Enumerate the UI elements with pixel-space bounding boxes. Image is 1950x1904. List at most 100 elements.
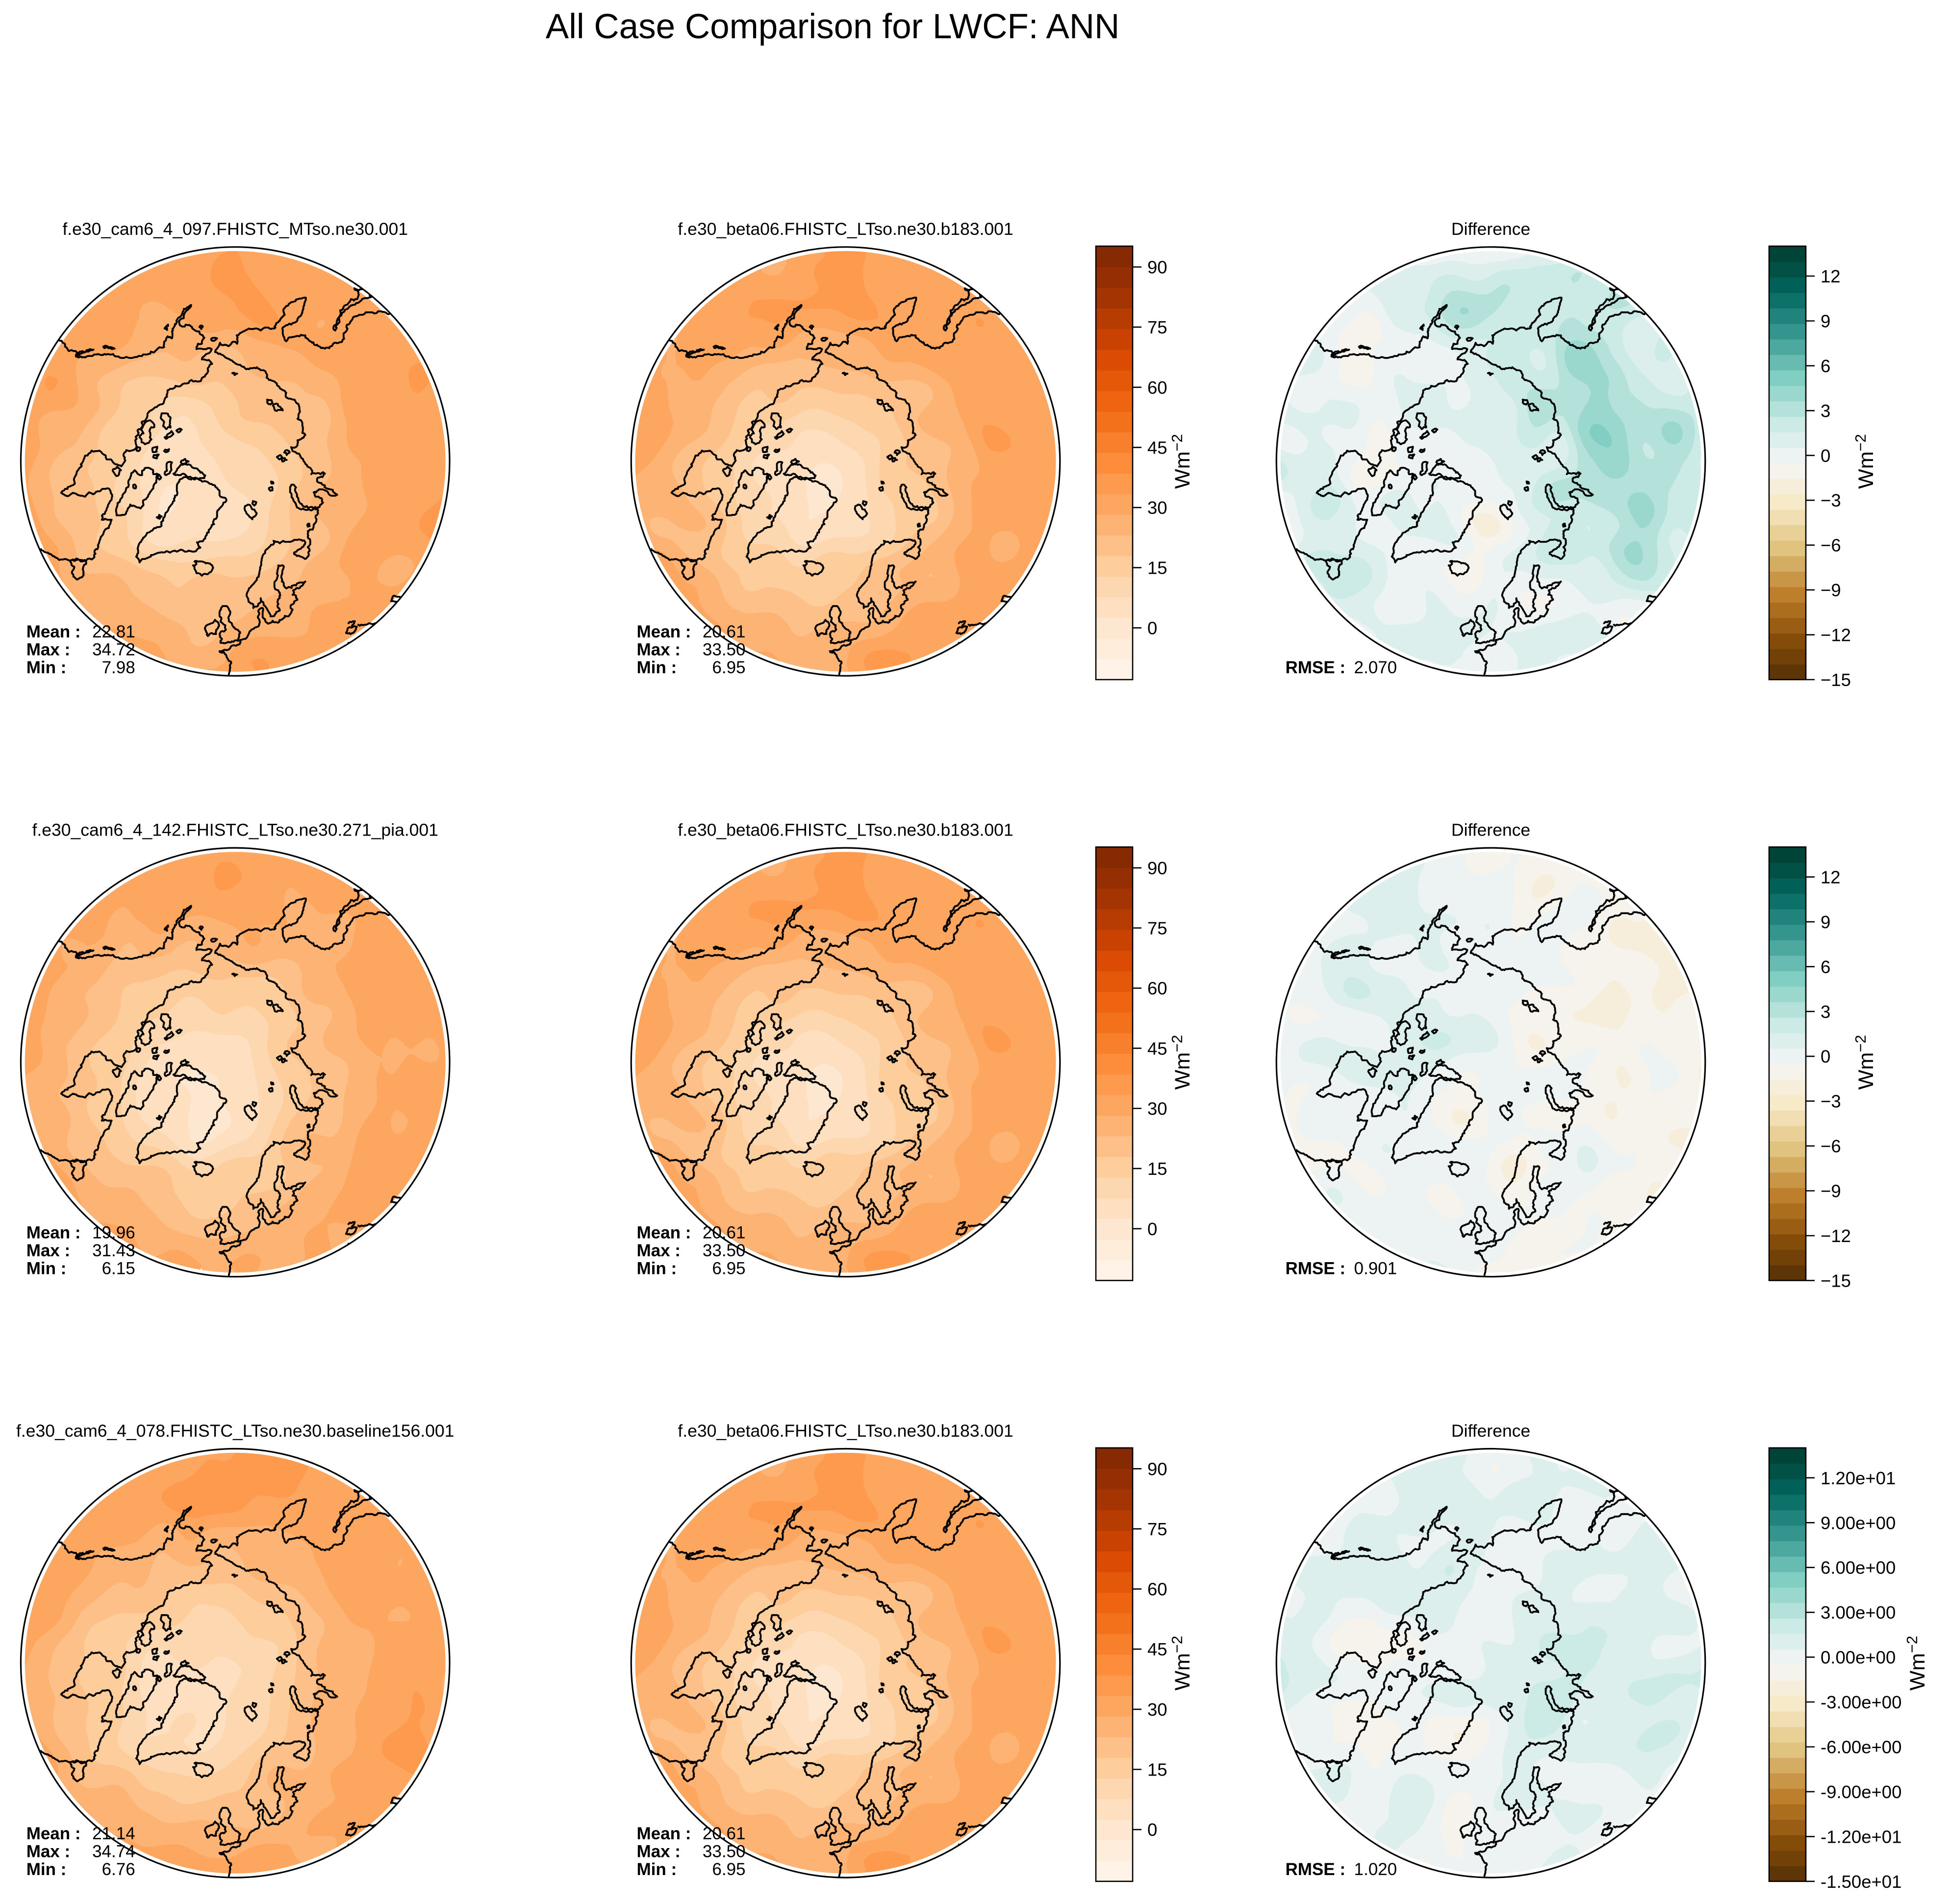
svg-text:All Case Comparison for LWCF:: All Case Comparison for LWCF: ANN <box>546 7 1120 46</box>
svg-text:-3.00e+00: -3.00e+00 <box>1821 1692 1901 1712</box>
svg-text:1.20e+01: 1.20e+01 <box>1821 1468 1896 1488</box>
svg-text:34.72: 34.72 <box>92 640 135 660</box>
svg-text:12: 12 <box>1821 867 1841 887</box>
svg-text:−12: −12 <box>1821 625 1851 645</box>
svg-text:f.e30_cam6_4_142.FHISTC_LTso.n: f.e30_cam6_4_142.FHISTC_LTso.ne30.271_pi… <box>32 820 438 839</box>
svg-text:3: 3 <box>1821 401 1830 421</box>
svg-text:Max :: Max : <box>637 1842 681 1861</box>
svg-text:RMSE :: RMSE : <box>1286 1259 1346 1278</box>
svg-text:−3: −3 <box>1821 490 1841 510</box>
svg-text:Max :: Max : <box>26 1842 70 1861</box>
svg-text:-1.50e+01: -1.50e+01 <box>1821 1872 1901 1892</box>
svg-text:Max :: Max : <box>26 1241 70 1260</box>
svg-text:-9.00e+00: -9.00e+00 <box>1821 1782 1901 1802</box>
svg-text:−3: −3 <box>1821 1092 1841 1112</box>
svg-text:7.98: 7.98 <box>102 658 135 677</box>
svg-text:20.61: 20.61 <box>703 1223 746 1242</box>
svg-text:33.50: 33.50 <box>703 1241 746 1260</box>
svg-text:2.070: 2.070 <box>1354 658 1397 677</box>
svg-text:15: 15 <box>1147 1159 1167 1179</box>
svg-text:Mean :: Mean : <box>637 622 691 641</box>
svg-text:30: 30 <box>1147 498 1167 518</box>
svg-text:60: 60 <box>1147 978 1167 998</box>
svg-text:−9: −9 <box>1821 580 1841 600</box>
svg-text:Mean :: Mean : <box>26 1824 81 1843</box>
svg-text:20.61: 20.61 <box>703 1824 746 1843</box>
svg-text:22.81: 22.81 <box>92 622 135 641</box>
svg-text:-6.00e+00: -6.00e+00 <box>1821 1737 1901 1757</box>
svg-text:75: 75 <box>1147 1519 1167 1539</box>
svg-text:0: 0 <box>1147 1219 1157 1239</box>
svg-text:20.61: 20.61 <box>703 622 746 641</box>
svg-text:60: 60 <box>1147 1579 1167 1599</box>
svg-text:Mean :: Mean : <box>637 1824 691 1843</box>
svg-text:Max :: Max : <box>26 640 70 660</box>
svg-text:6: 6 <box>1821 957 1830 977</box>
svg-text:0: 0 <box>1821 446 1830 466</box>
svg-text:Max :: Max : <box>637 1241 681 1260</box>
svg-text:−6: −6 <box>1821 535 1841 556</box>
svg-text:30: 30 <box>1147 1099 1167 1119</box>
svg-text:0.00e+00: 0.00e+00 <box>1821 1648 1896 1668</box>
svg-text:31.43: 31.43 <box>92 1241 135 1260</box>
svg-text:Min :: Min : <box>637 658 677 677</box>
svg-text:Mean :: Mean : <box>26 622 81 641</box>
svg-text:6.00e+00: 6.00e+00 <box>1821 1558 1896 1578</box>
svg-text:−15: −15 <box>1821 670 1851 690</box>
svg-text:f.e30_cam6_4_078.FHISTC_LTso.n: f.e30_cam6_4_078.FHISTC_LTso.ne30.baseli… <box>16 1421 454 1441</box>
svg-text:30: 30 <box>1147 1700 1167 1720</box>
svg-text:6: 6 <box>1821 356 1830 376</box>
svg-text:RMSE :: RMSE : <box>1286 1860 1346 1879</box>
svg-text:12: 12 <box>1821 266 1841 286</box>
svg-text:Min :: Min : <box>637 1259 677 1278</box>
svg-text:1.020: 1.020 <box>1354 1860 1397 1879</box>
svg-text:9: 9 <box>1821 912 1830 932</box>
svg-text:−9: −9 <box>1821 1181 1841 1201</box>
svg-text:21.14: 21.14 <box>92 1824 135 1843</box>
svg-text:f.e30_beta06.FHISTC_LTso.ne30.: f.e30_beta06.FHISTC_LTso.ne30.b183.001 <box>678 1421 1013 1441</box>
svg-text:60: 60 <box>1147 378 1167 398</box>
svg-text:Mean :: Mean : <box>26 1223 81 1242</box>
svg-text:45: 45 <box>1147 1639 1167 1659</box>
svg-text:f.e30_cam6_4_097.FHISTC_MTso.n: f.e30_cam6_4_097.FHISTC_MTso.ne30.001 <box>62 219 408 239</box>
svg-text:0: 0 <box>1821 1046 1830 1066</box>
svg-text:6.15: 6.15 <box>102 1259 135 1278</box>
svg-text:Min :: Min : <box>26 658 67 677</box>
svg-text:3.00e+00: 3.00e+00 <box>1821 1602 1896 1623</box>
svg-text:f.e30_beta06.FHISTC_LTso.ne30.: f.e30_beta06.FHISTC_LTso.ne30.b183.001 <box>678 820 1013 839</box>
svg-text:45: 45 <box>1147 1039 1167 1059</box>
svg-text:Max :: Max : <box>637 640 681 660</box>
svg-text:6.76: 6.76 <box>102 1860 135 1879</box>
svg-text:0: 0 <box>1147 618 1157 638</box>
svg-text:0.901: 0.901 <box>1354 1259 1397 1278</box>
svg-text:33.50: 33.50 <box>703 640 746 660</box>
svg-text:Mean :: Mean : <box>637 1223 691 1242</box>
svg-text:15: 15 <box>1147 1760 1167 1780</box>
svg-text:Min :: Min : <box>637 1860 677 1879</box>
svg-text:6.95: 6.95 <box>712 658 745 677</box>
svg-text:Min :: Min : <box>26 1860 67 1879</box>
svg-text:RMSE :: RMSE : <box>1286 658 1346 677</box>
svg-text:9.00e+00: 9.00e+00 <box>1821 1513 1896 1533</box>
svg-text:−15: −15 <box>1821 1270 1851 1291</box>
svg-text:90: 90 <box>1147 257 1167 278</box>
svg-text:3: 3 <box>1821 1002 1830 1022</box>
svg-text:33.50: 33.50 <box>703 1842 746 1861</box>
svg-text:90: 90 <box>1147 1459 1167 1479</box>
svg-text:19.96: 19.96 <box>92 1223 135 1242</box>
svg-text:Difference: Difference <box>1451 219 1530 239</box>
svg-text:6.95: 6.95 <box>712 1259 745 1278</box>
svg-text:6.95: 6.95 <box>712 1860 745 1879</box>
svg-text:Min :: Min : <box>26 1259 67 1278</box>
svg-text:−12: −12 <box>1821 1226 1851 1246</box>
svg-text:9: 9 <box>1821 311 1830 331</box>
svg-text:90: 90 <box>1147 858 1167 878</box>
svg-text:−6: −6 <box>1821 1136 1841 1156</box>
svg-text:34.74: 34.74 <box>92 1842 135 1861</box>
svg-text:f.e30_beta06.FHISTC_LTso.ne30.: f.e30_beta06.FHISTC_LTso.ne30.b183.001 <box>678 219 1013 239</box>
svg-text:75: 75 <box>1147 317 1167 337</box>
svg-text:75: 75 <box>1147 918 1167 939</box>
svg-text:-1.20e+01: -1.20e+01 <box>1821 1827 1901 1847</box>
svg-text:45: 45 <box>1147 437 1167 457</box>
svg-text:Difference: Difference <box>1451 1421 1530 1441</box>
